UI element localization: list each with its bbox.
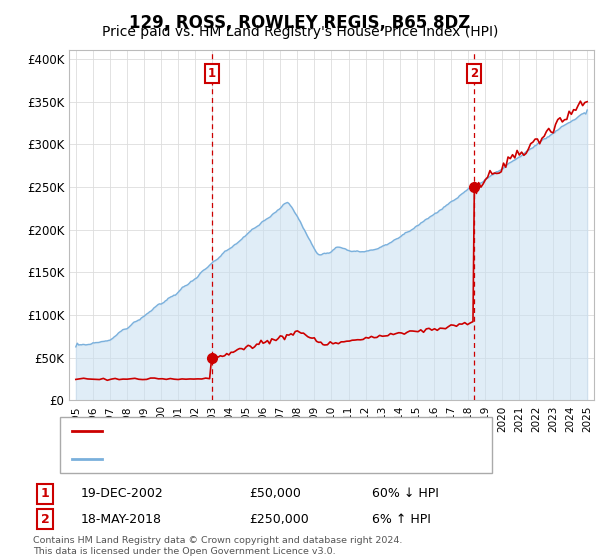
Text: Price paid vs. HM Land Registry's House Price Index (HPI): Price paid vs. HM Land Registry's House … [102,25,498,39]
Text: 2: 2 [41,512,49,526]
Text: 2: 2 [470,67,478,80]
Text: £50,000: £50,000 [249,487,301,501]
Text: 6% ↑ HPI: 6% ↑ HPI [372,512,431,526]
Text: 18-MAY-2018: 18-MAY-2018 [81,512,162,526]
Text: 1: 1 [208,67,216,80]
Text: 19-DEC-2002: 19-DEC-2002 [81,487,164,501]
Text: 129, ROSS, ROWLEY REGIS, B65 8DZ: 129, ROSS, ROWLEY REGIS, B65 8DZ [130,14,470,32]
Text: 60% ↓ HPI: 60% ↓ HPI [372,487,439,501]
Text: £250,000: £250,000 [249,512,309,526]
Text: 129, ROSS, ROWLEY REGIS, B65 8DZ (detached house): 129, ROSS, ROWLEY REGIS, B65 8DZ (detach… [111,424,436,438]
Text: 1: 1 [41,487,49,501]
Text: Contains HM Land Registry data © Crown copyright and database right 2024.: Contains HM Land Registry data © Crown c… [33,536,403,545]
Text: HPI: Average price, detached house, Sandwell: HPI: Average price, detached house, Sand… [111,452,383,466]
Text: This data is licensed under the Open Government Licence v3.0.: This data is licensed under the Open Gov… [33,547,335,556]
